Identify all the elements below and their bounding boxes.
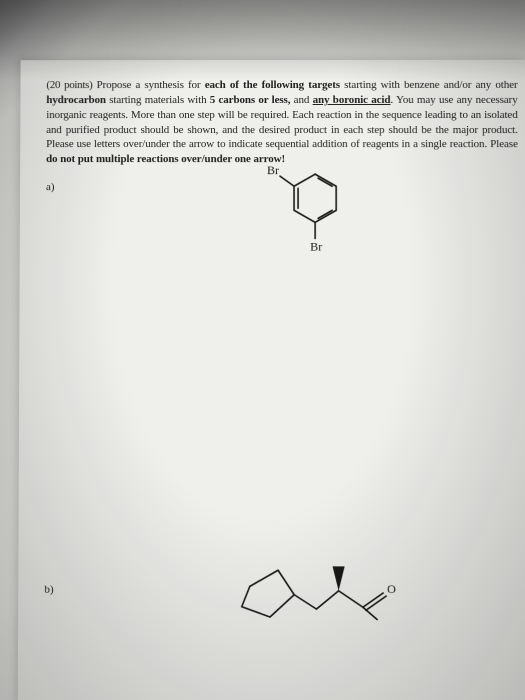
- t4: and: [290, 94, 312, 106]
- figure-b-structure: O: [219, 533, 421, 646]
- b1: each of the following targets: [205, 79, 340, 91]
- t1: Propose a synthesis for: [92, 79, 204, 91]
- part-b-label: b): [44, 584, 53, 596]
- br-label-top: Br: [267, 163, 279, 177]
- t3: starting materials with: [106, 94, 210, 106]
- br-label-bottom: Br: [310, 239, 322, 253]
- t2: starting with benzene and/or any other: [340, 79, 518, 91]
- points: (20 points): [46, 79, 92, 91]
- wedge-bond: [333, 566, 345, 590]
- b3: 5 carbons or less,: [210, 94, 291, 106]
- b2: hydrocarbon: [46, 94, 106, 106]
- o-label: O: [387, 582, 396, 596]
- worksheet-page: (20 points) Propose a synthesis for each…: [18, 60, 525, 700]
- bu1: any boronic acid: [313, 94, 391, 106]
- figure-a-structure: Br Br: [250, 140, 381, 261]
